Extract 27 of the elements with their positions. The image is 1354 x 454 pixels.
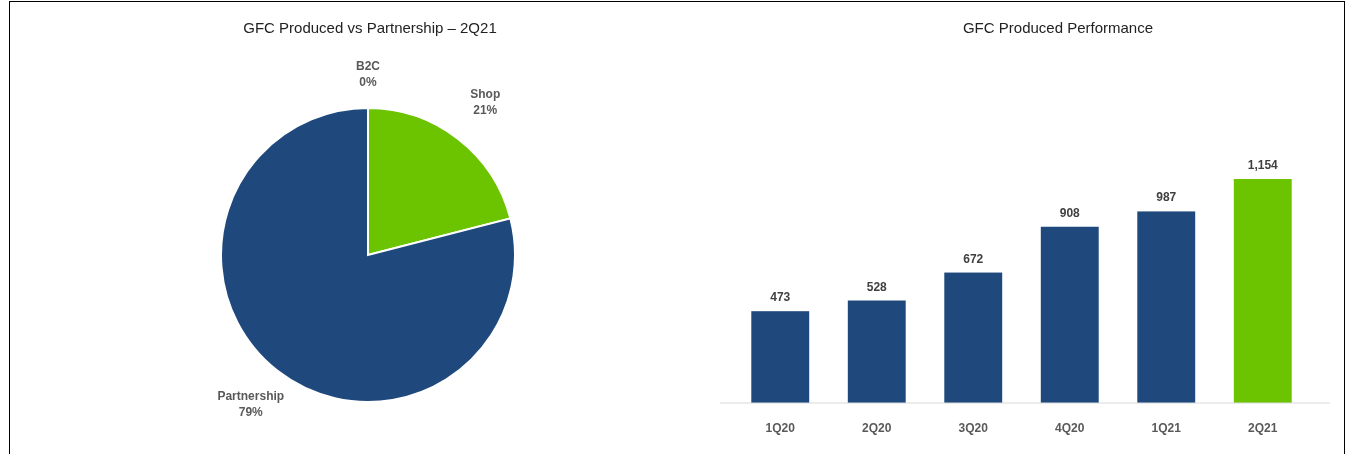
bar [1040, 226, 1099, 403]
data-label: 21% [473, 102, 498, 117]
data-label: 473 [770, 290, 791, 305]
category-label: B2C [355, 59, 381, 73]
text: 0% [359, 75, 377, 89]
bar [1137, 211, 1196, 403]
slice-label: Shop [470, 86, 501, 101]
x-tick-label: 1Q21 [1151, 421, 1182, 435]
data-label: 908 [1059, 205, 1081, 220]
x-tick-label: 2Q20 [862, 421, 892, 435]
data-label: 528 [866, 279, 888, 294]
data-label: 987 [1156, 190, 1177, 205]
data-label: 672 [963, 251, 984, 266]
data-label: 1,154 [1247, 158, 1279, 172]
bar [1233, 179, 1292, 403]
bar [944, 272, 1003, 403]
chart-title: GFC Produced Performance [962, 19, 1154, 36]
bar [847, 300, 906, 403]
x-tick-label: 4Q20 [1055, 421, 1085, 435]
slice-label: Partnership [217, 389, 285, 404]
pie-slice [220, 107, 516, 403]
x-tick-label: 1Q20 [765, 421, 796, 435]
chart-title: GFC Produced vs Partnership – 2Q21 [243, 19, 497, 36]
data-label: 79% [238, 405, 264, 420]
bar [751, 311, 810, 403]
x-tick-label: 3Q20 [958, 421, 989, 435]
x-tick-label: 2Q21 [1248, 421, 1278, 435]
